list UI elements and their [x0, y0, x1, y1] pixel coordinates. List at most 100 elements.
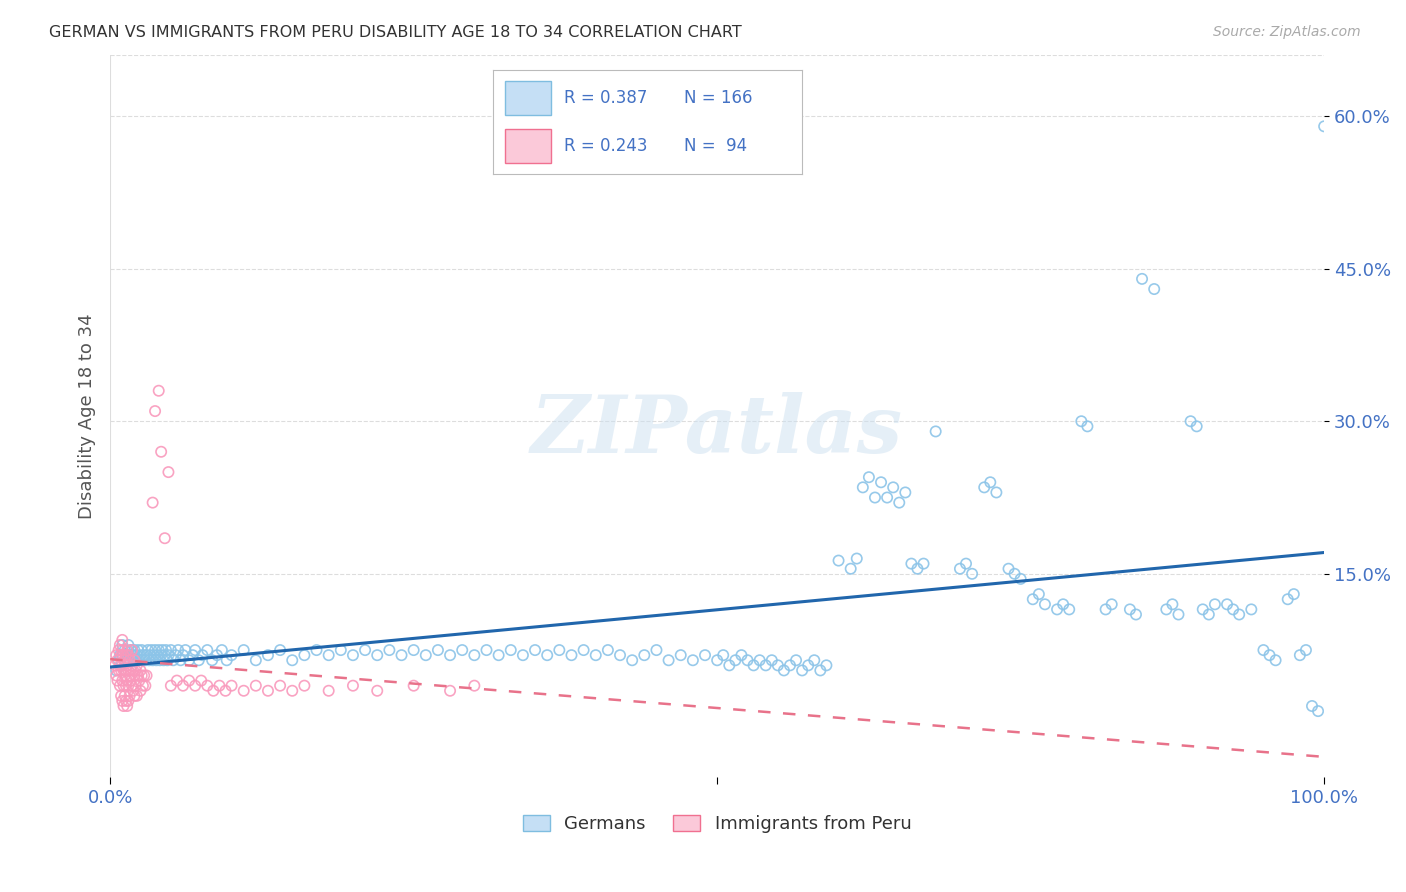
Point	[560, 648, 582, 662]
Point	[585, 648, 607, 662]
Point	[451, 643, 474, 657]
Point	[924, 425, 946, 439]
Point	[124, 653, 146, 667]
Point	[889, 495, 911, 509]
Point	[281, 653, 304, 667]
Point	[1198, 607, 1220, 622]
Point	[292, 648, 315, 662]
Point	[208, 679, 231, 693]
Point	[718, 658, 741, 673]
Point	[131, 643, 153, 657]
Point	[105, 668, 128, 682]
Point	[195, 679, 218, 693]
Point	[1052, 597, 1074, 611]
Point	[160, 643, 183, 657]
Point	[122, 664, 145, 678]
Point	[115, 698, 138, 713]
Point	[136, 643, 159, 657]
Point	[124, 664, 146, 678]
Point	[191, 648, 214, 662]
Point	[124, 653, 146, 667]
Point	[1033, 597, 1056, 611]
Point	[426, 643, 449, 657]
Point	[118, 653, 141, 667]
Point	[166, 673, 188, 688]
Point	[785, 653, 807, 667]
Point	[488, 648, 510, 662]
Point	[1094, 602, 1116, 616]
Point	[876, 491, 898, 505]
Point	[132, 679, 155, 693]
Point	[112, 664, 135, 678]
Point	[127, 643, 149, 657]
Point	[134, 668, 156, 682]
Point	[475, 643, 498, 657]
Point	[205, 648, 228, 662]
Point	[232, 683, 254, 698]
Point	[121, 658, 143, 673]
Point	[129, 648, 152, 662]
Point	[342, 648, 364, 662]
Point	[870, 475, 893, 490]
Point	[1313, 120, 1336, 134]
Point	[153, 531, 176, 545]
Point	[257, 648, 280, 662]
Point	[1295, 643, 1317, 657]
Point	[1301, 698, 1323, 713]
Point	[108, 679, 131, 693]
Point	[121, 679, 143, 693]
Point	[1028, 587, 1050, 601]
Point	[132, 653, 155, 667]
Text: Source: ZipAtlas.com: Source: ZipAtlas.com	[1213, 25, 1361, 39]
Point	[281, 683, 304, 698]
Point	[1022, 592, 1045, 607]
Point	[1143, 282, 1166, 296]
Point	[172, 648, 194, 662]
Point	[153, 648, 176, 662]
Point	[111, 638, 134, 652]
Point	[439, 683, 461, 698]
Point	[748, 653, 770, 667]
Text: ZIPatlas: ZIPatlas	[531, 392, 903, 469]
Point	[1070, 414, 1092, 428]
Point	[124, 689, 146, 703]
Point	[1125, 607, 1147, 622]
Point	[156, 653, 179, 667]
Point	[907, 562, 929, 576]
Point	[986, 485, 1008, 500]
Legend: Germans, Immigrants from Peru: Germans, Immigrants from Peru	[516, 807, 918, 840]
Point	[779, 658, 801, 673]
Point	[121, 643, 143, 657]
Point	[724, 653, 747, 667]
Point	[141, 643, 163, 657]
Point	[1204, 597, 1226, 611]
Point	[150, 648, 173, 662]
Point	[190, 673, 212, 688]
Point	[773, 664, 796, 678]
Point	[111, 632, 134, 647]
Point	[882, 480, 904, 494]
Point	[415, 648, 437, 662]
Point	[111, 643, 134, 657]
Point	[1253, 643, 1275, 657]
Point	[245, 653, 267, 667]
Point	[150, 643, 173, 657]
Point	[107, 653, 129, 667]
Point	[124, 668, 146, 682]
Point	[112, 648, 135, 662]
Point	[174, 643, 197, 657]
Point	[124, 643, 146, 657]
Point	[536, 648, 558, 662]
Point	[1240, 602, 1263, 616]
Point	[148, 643, 170, 657]
Point	[201, 653, 224, 667]
Point	[148, 384, 170, 398]
Point	[463, 679, 485, 693]
Point	[949, 562, 972, 576]
Point	[127, 668, 149, 682]
Point	[621, 653, 644, 667]
Point	[211, 643, 233, 657]
Point	[997, 562, 1019, 576]
Point	[120, 664, 142, 678]
Point	[110, 664, 132, 678]
